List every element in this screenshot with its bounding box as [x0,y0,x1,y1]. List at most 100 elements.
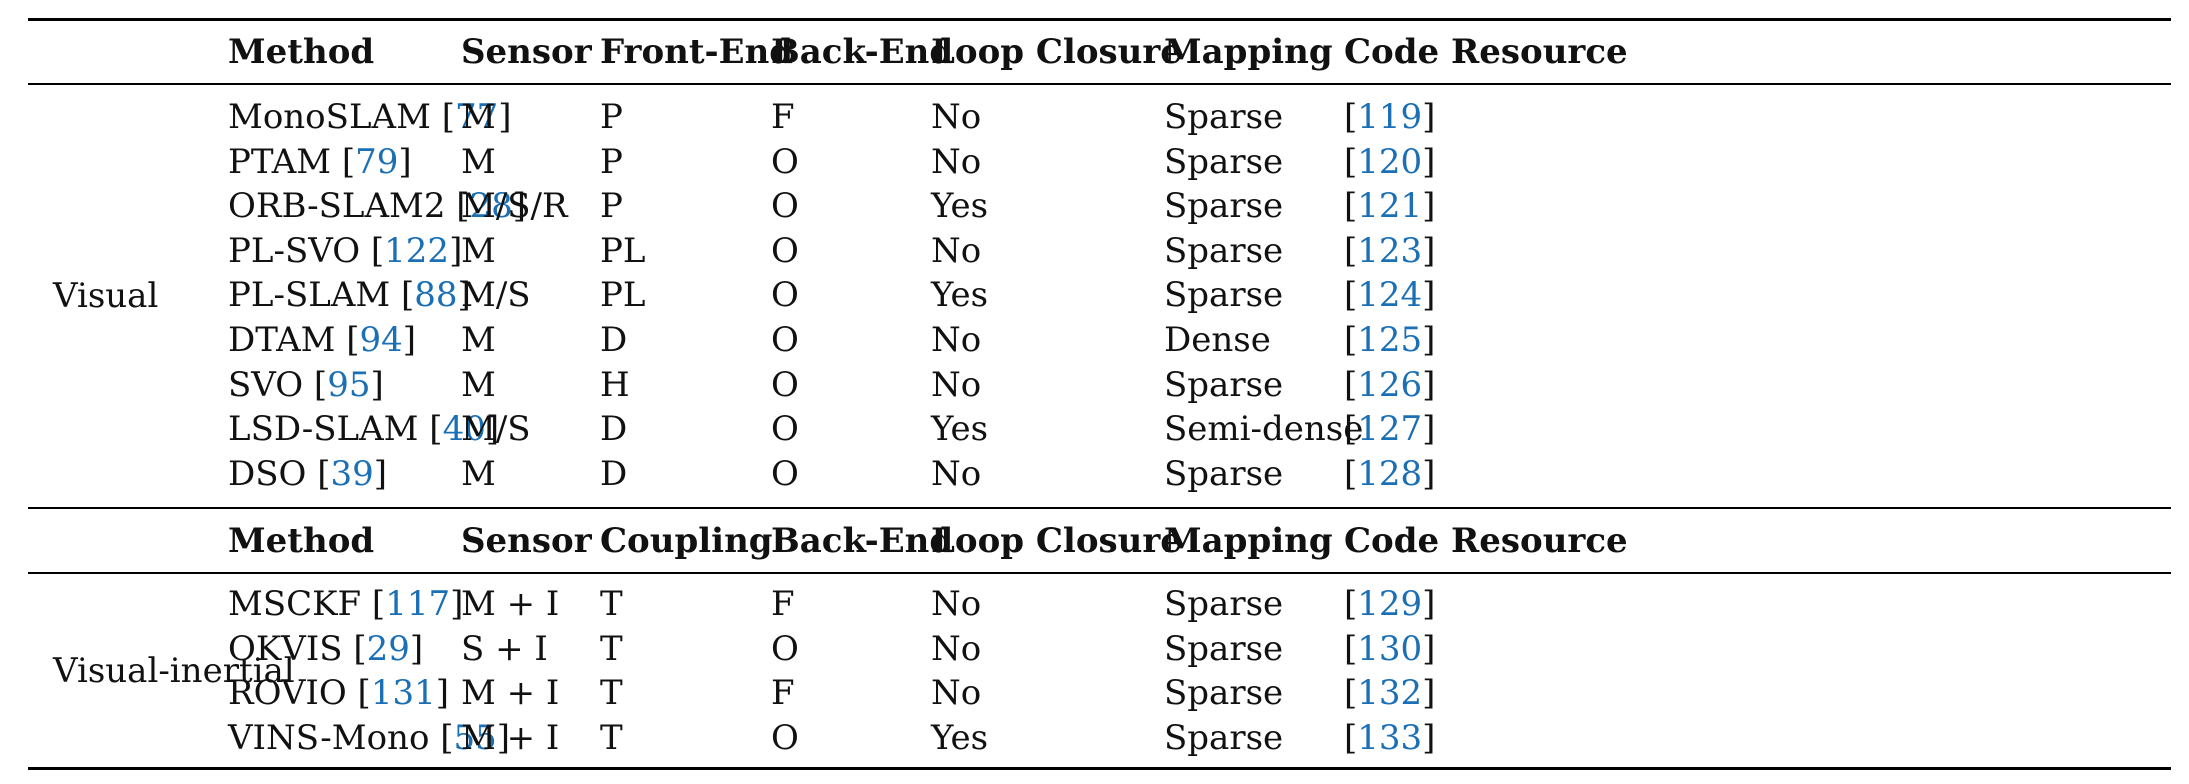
group-label: Visual-inertial [53,651,295,692]
sensor-cell: M [461,97,496,137]
mapping-cell: Sparse [1164,453,1284,494]
table-row: LSD-SLAM [40] M/S D O Yes Semi-dense [127] [28,407,2171,451]
frontend-cell: P [600,141,623,182]
method-citation-link[interactable]: 117 [385,584,451,624]
mapping-cell: Sparse [1164,97,1284,137]
code-resource-link[interactable]: 123 [1357,230,1423,271]
sensor-cell: M [461,453,496,494]
mapping-cell: Semi-dense [1164,409,1364,450]
frontend-cell: T [600,628,623,669]
method-citation-link[interactable]: 77 [454,97,499,137]
method-citation-link[interactable]: 40 [442,409,486,450]
table-row: MonoSLAM [77] M P F No Sparse [119] [28,95,2171,139]
code-resource-cell: [128] [1344,453,1436,494]
code-resource-link[interactable]: 124 [1357,275,1423,316]
code-resource-link[interactable]: 132 [1357,673,1423,714]
code-resource-cell: [126] [1344,364,1436,405]
sensor-cell: M [461,320,496,360]
method-citation-link[interactable]: 88 [414,275,458,316]
method-cell: SVO [95] [228,364,384,405]
backend-cell: O [771,453,799,494]
code-resource-link[interactable]: 130 [1357,628,1423,669]
mapping-cell: Sparse [1164,364,1284,405]
method-cell: OKVIS [29] [228,628,424,669]
method-name: PL-SVO [228,230,361,271]
sensor-cell: M/S [461,275,531,316]
sensor-cell: M + I [461,717,560,758]
method-name: PL-SLAM [228,275,391,316]
header-row: Method Sensor Front-End Back-End Loop Closur… [28,30,2171,74]
method-name: LSD-SLAM [228,409,419,450]
loop-closure-cell: Yes [931,275,989,316]
method-citation-link[interactable]: 39 [330,453,374,494]
mapping-cell: Sparse [1164,584,1284,624]
frontend-cell: D [600,409,628,450]
method-name: ORB-SLAM2 [228,186,446,227]
table-row: MSCKF [117] M + I T F No Sparse [129] [28,582,2171,626]
frontend-cell: P [600,97,623,137]
method-citation-link[interactable]: 94 [359,320,403,360]
method-citation-link[interactable]: 122 [384,230,450,271]
header-method: Method [228,32,375,72]
table-row: DTAM [94] M D O No Dense [125] [28,318,2171,362]
mapping-cell: Dense [1164,320,1271,360]
method-cell: ORB-SLAM2 [28] [228,186,527,227]
backend-cell: O [771,717,799,758]
code-resource-cell: [121] [1344,186,1436,227]
code-resource-link[interactable]: 129 [1357,584,1423,624]
code-resource-link[interactable]: 120 [1357,141,1423,182]
backend-cell: O [771,628,799,669]
table-row: PL-SVO [122] M PL O No Sparse [123] [28,229,2171,273]
loop-closure-cell: Yes [931,186,989,227]
backend-cell: O [771,320,799,360]
sensor-cell: S + I [461,628,548,669]
backend-cell: O [771,186,799,227]
method-name: DTAM [228,320,336,360]
loop-closure-cell: Yes [931,409,989,450]
header-loop-closure: Loop Closure [931,521,1182,561]
method-name: SVO [228,364,304,405]
method-citation-link[interactable]: 28 [469,186,513,227]
code-resource-link[interactable]: 125 [1357,320,1423,360]
header-mapping: Mapping [1164,32,1333,72]
backend-cell: O [771,141,799,182]
method-name: ROVIO [228,673,347,714]
code-resource-link[interactable]: 121 [1357,186,1423,227]
method-cell: DTAM [94] [228,320,417,360]
method-citation-link[interactable]: 131 [370,673,436,714]
frontend-cell: D [600,453,628,494]
method-name: DSO [228,453,307,494]
table-rule [28,767,2171,770]
method-name: PTAM [228,141,332,182]
code-resource-link[interactable]: 128 [1357,453,1423,494]
mapping-cell: Sparse [1164,186,1284,227]
method-cell: PTAM [79] [228,141,412,182]
table-rule [28,507,2171,509]
code-resource-cell: [127] [1344,409,1436,450]
code-resource-link[interactable]: 133 [1357,717,1423,758]
frontend-cell: P [600,186,623,227]
table-row: ROVIO [131] M + I T F No Sparse [132] [28,671,2171,715]
method-cell: MSCKF [117] [228,584,464,624]
backend-cell: F [771,97,795,137]
table-row: PL-SLAM [88] M/S PL O Yes Sparse [124] [28,273,2171,317]
table-row: PTAM [79] M P O No Sparse [120] [28,140,2171,184]
code-resource-link[interactable]: 119 [1357,97,1423,137]
header-method: Method [228,521,375,561]
loop-closure-cell: No [931,141,982,182]
method-citation-link[interactable]: 79 [355,141,399,182]
method-citation-link[interactable]: 55 [453,717,497,758]
method-citation-link[interactable]: 95 [327,364,371,405]
frontend-cell: H [600,364,630,405]
sensor-cell: M [461,230,496,271]
code-resource-link[interactable]: 127 [1357,409,1423,450]
method-name: VINS-Mono [228,717,430,758]
header-code-resource: Code Resource [1344,32,1628,72]
header-sensor: Sensor [461,521,592,561]
code-resource-link[interactable]: 126 [1357,364,1423,405]
table-rule [28,572,2171,574]
loop-closure-cell: No [931,673,982,714]
frontend-cell: T [600,673,623,714]
method-name: MonoSLAM [228,97,431,137]
method-citation-link[interactable]: 29 [366,628,410,669]
